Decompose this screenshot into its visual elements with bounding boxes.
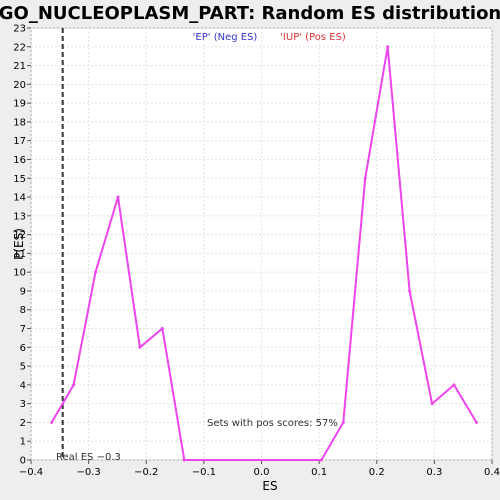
y-tick-label: 11 xyxy=(13,249,26,260)
data-point xyxy=(94,270,98,274)
legend-item-ep: 'EP' (Neg ES) xyxy=(193,32,258,43)
y-tick-label: 13 xyxy=(13,211,26,222)
data-point xyxy=(50,420,54,424)
data-point xyxy=(160,327,164,331)
distribution-points xyxy=(50,45,478,462)
real-es-label: Real ES −0.3 xyxy=(56,452,121,463)
y-tick-label: 0 xyxy=(20,456,26,467)
data-point xyxy=(363,176,367,180)
x-axis-label: ES xyxy=(262,479,277,493)
data-point xyxy=(72,383,76,387)
y-tick-label: 6 xyxy=(20,343,26,354)
data-point xyxy=(408,289,412,293)
data-point xyxy=(430,402,434,406)
x-tick-label: −0.2 xyxy=(134,467,158,478)
y-tick-label: 18 xyxy=(13,117,26,128)
x-tick-label: −0.1 xyxy=(192,467,216,478)
x-tick-label: 0.3 xyxy=(426,467,442,478)
x-tick-label: 0.0 xyxy=(254,467,270,478)
y-tick-label: 7 xyxy=(20,324,26,335)
x-tick-label: −0.3 xyxy=(76,467,100,478)
y-tick-label: 12 xyxy=(13,230,26,241)
y-tick-label: 3 xyxy=(20,399,26,410)
y-tick-label: 5 xyxy=(20,362,26,373)
x-tick-label: 0.4 xyxy=(484,467,500,478)
y-tick-label: 20 xyxy=(13,80,26,91)
data-point xyxy=(341,420,345,424)
legend-item-iup: 'IUP' (Pos ES) xyxy=(280,32,346,43)
y-tick-label: 22 xyxy=(13,42,26,53)
y-tick-label: 9 xyxy=(20,286,26,297)
data-point xyxy=(386,45,390,49)
y-tick-label: 10 xyxy=(13,268,26,279)
pos-scores-annotation: Sets with pos scores: 57% xyxy=(207,418,338,429)
y-tick-label: 21 xyxy=(13,61,26,72)
data-point xyxy=(116,195,120,199)
data-point xyxy=(138,345,142,349)
data-point xyxy=(182,458,186,462)
x-tick-label: 0.2 xyxy=(369,467,385,478)
x-tick-label: −0.4 xyxy=(19,467,43,478)
data-point xyxy=(452,383,456,387)
y-tick-label: 8 xyxy=(20,305,26,316)
y-tick-label: 16 xyxy=(13,155,26,166)
chart-title: GO_NUCLEOPLASM_PART: Random ES distribut… xyxy=(0,3,500,24)
grid-lines xyxy=(30,27,493,461)
y-tick-label: 14 xyxy=(13,193,26,204)
x-tick-label: 0.1 xyxy=(311,467,327,478)
y-tick-label: 1 xyxy=(20,437,26,448)
y-tick-label: 23 xyxy=(13,24,26,35)
y-tick-label: 15 xyxy=(13,174,26,185)
y-tick-label: 19 xyxy=(13,99,26,110)
y-axis-label: P(ES) xyxy=(12,228,26,260)
y-tick-label: 4 xyxy=(20,380,26,391)
x-axis-ticks: −0.4 −0.3 −0.2 −0.1 0.0 0.1 0.2 0.3 0.4 xyxy=(19,460,500,478)
data-point xyxy=(319,458,323,462)
y-tick-label: 17 xyxy=(13,136,26,147)
data-point xyxy=(474,420,478,424)
y-tick-label: 2 xyxy=(20,418,26,429)
